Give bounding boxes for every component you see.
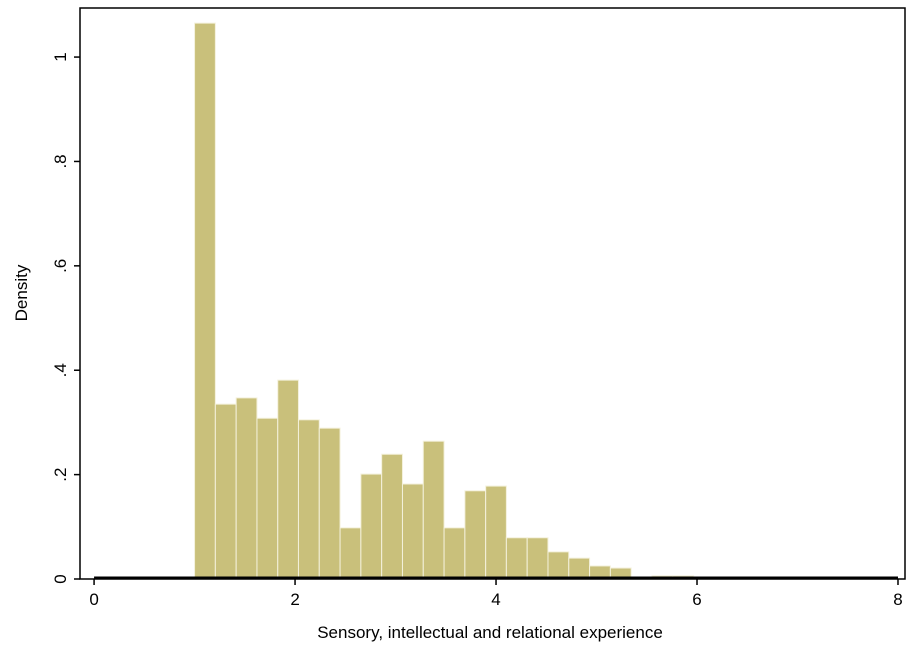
bar xyxy=(214,403,237,580)
bar xyxy=(485,485,507,580)
bar xyxy=(422,440,445,580)
bar xyxy=(547,551,570,580)
x-tick-label: 8 xyxy=(893,590,902,609)
y-tick-label: 1 xyxy=(51,52,70,61)
x-axis-label: Sensory, intellectual and relational exp… xyxy=(317,623,663,642)
y-tick-label: .2 xyxy=(51,468,70,482)
bar xyxy=(256,417,279,580)
x-tick-label: 2 xyxy=(290,590,299,609)
bar xyxy=(194,22,216,580)
y-tick-label: .6 xyxy=(51,259,70,273)
bar xyxy=(381,453,403,580)
bar xyxy=(360,473,383,580)
bar xyxy=(277,379,299,580)
bar xyxy=(568,557,591,580)
y-tick-label: .8 xyxy=(51,154,70,168)
bar xyxy=(464,490,487,580)
bar xyxy=(505,537,528,580)
y-axis-label: Density xyxy=(12,264,31,321)
bar xyxy=(339,527,362,580)
bar xyxy=(297,419,320,580)
bar xyxy=(318,427,341,580)
y-tick-label: 0 xyxy=(51,574,70,583)
bar xyxy=(526,537,549,580)
bar xyxy=(401,483,424,580)
bar xyxy=(235,397,258,580)
y-tick-label: .4 xyxy=(51,363,70,377)
x-tick-label: 4 xyxy=(491,590,500,609)
bar xyxy=(443,527,466,580)
x-tick-label: 6 xyxy=(692,590,701,609)
x-tick-label: 0 xyxy=(89,590,98,609)
